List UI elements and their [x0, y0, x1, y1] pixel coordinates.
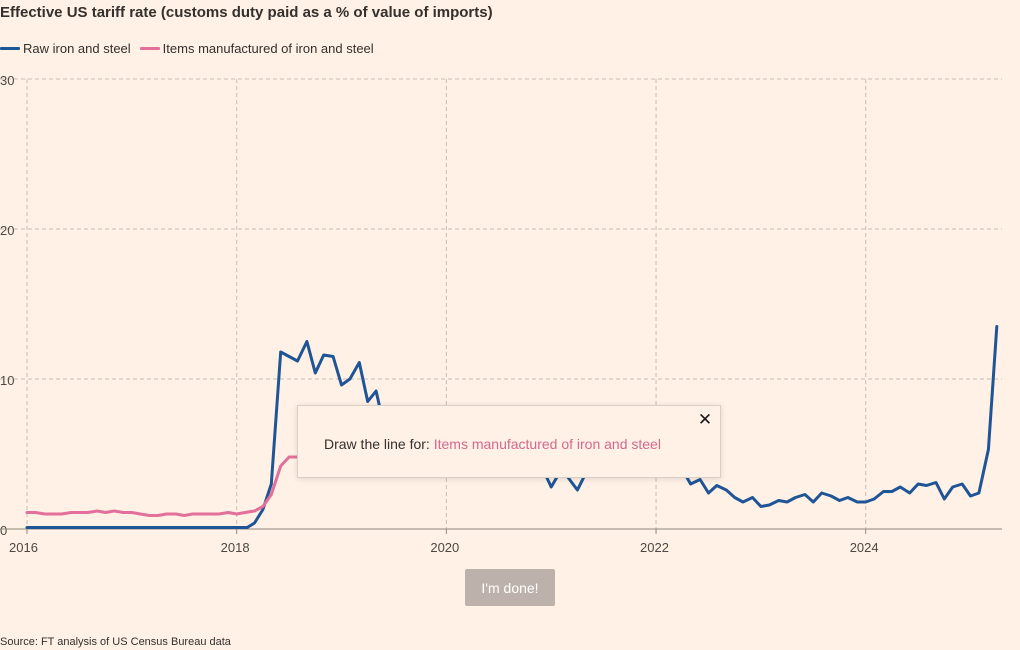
y-tick-label: 10 — [0, 373, 14, 388]
chart-legend: Raw iron and steel Items manufactured of… — [0, 40, 383, 56]
legend-swatch-manufactured — [139, 46, 160, 50]
legend-swatch-raw — [0, 46, 20, 50]
dialog-prompt-text: Draw the line for: — [324, 436, 434, 452]
x-tick-label: 2018 — [221, 540, 250, 555]
legend-label-manufactured: Items manufactured of iron and steel — [162, 40, 374, 56]
y-tick-label: 30 — [0, 73, 14, 88]
y-tick-label: 20 — [0, 223, 14, 238]
done-button[interactable]: I'm done! — [465, 569, 555, 606]
dialog-prompt: Draw the line for: Items manufactured of… — [324, 436, 661, 452]
x-tick-label: 2020 — [430, 540, 459, 555]
series-line-manufactured-iron-steel — [25, 455, 299, 517]
series-line-raw-iron-steel — [25, 325, 999, 529]
draw-line-dialog: Draw the line for: Items manufactured of… — [297, 405, 721, 478]
x-tick-label: 2024 — [850, 540, 879, 555]
y-tick-label: 0 — [0, 523, 7, 538]
source-note: Source: FT analysis of US Census Bureau … — [0, 636, 231, 648]
x-tick-label: 2022 — [640, 540, 669, 555]
legend-label-raw: Raw iron and steel — [23, 40, 131, 56]
x-tick-label: 2016 — [9, 540, 38, 555]
dialog-series-name: Items manufactured of iron and steel — [433, 436, 661, 452]
legend-item-manufactured: Items manufactured of iron and steel — [139, 40, 374, 56]
chart-title: Effective US tariff rate (customs duty p… — [0, 4, 493, 21]
close-icon[interactable]: ✕ — [697, 410, 713, 429]
legend-item-raw: Raw iron and steel — [0, 41, 131, 56]
